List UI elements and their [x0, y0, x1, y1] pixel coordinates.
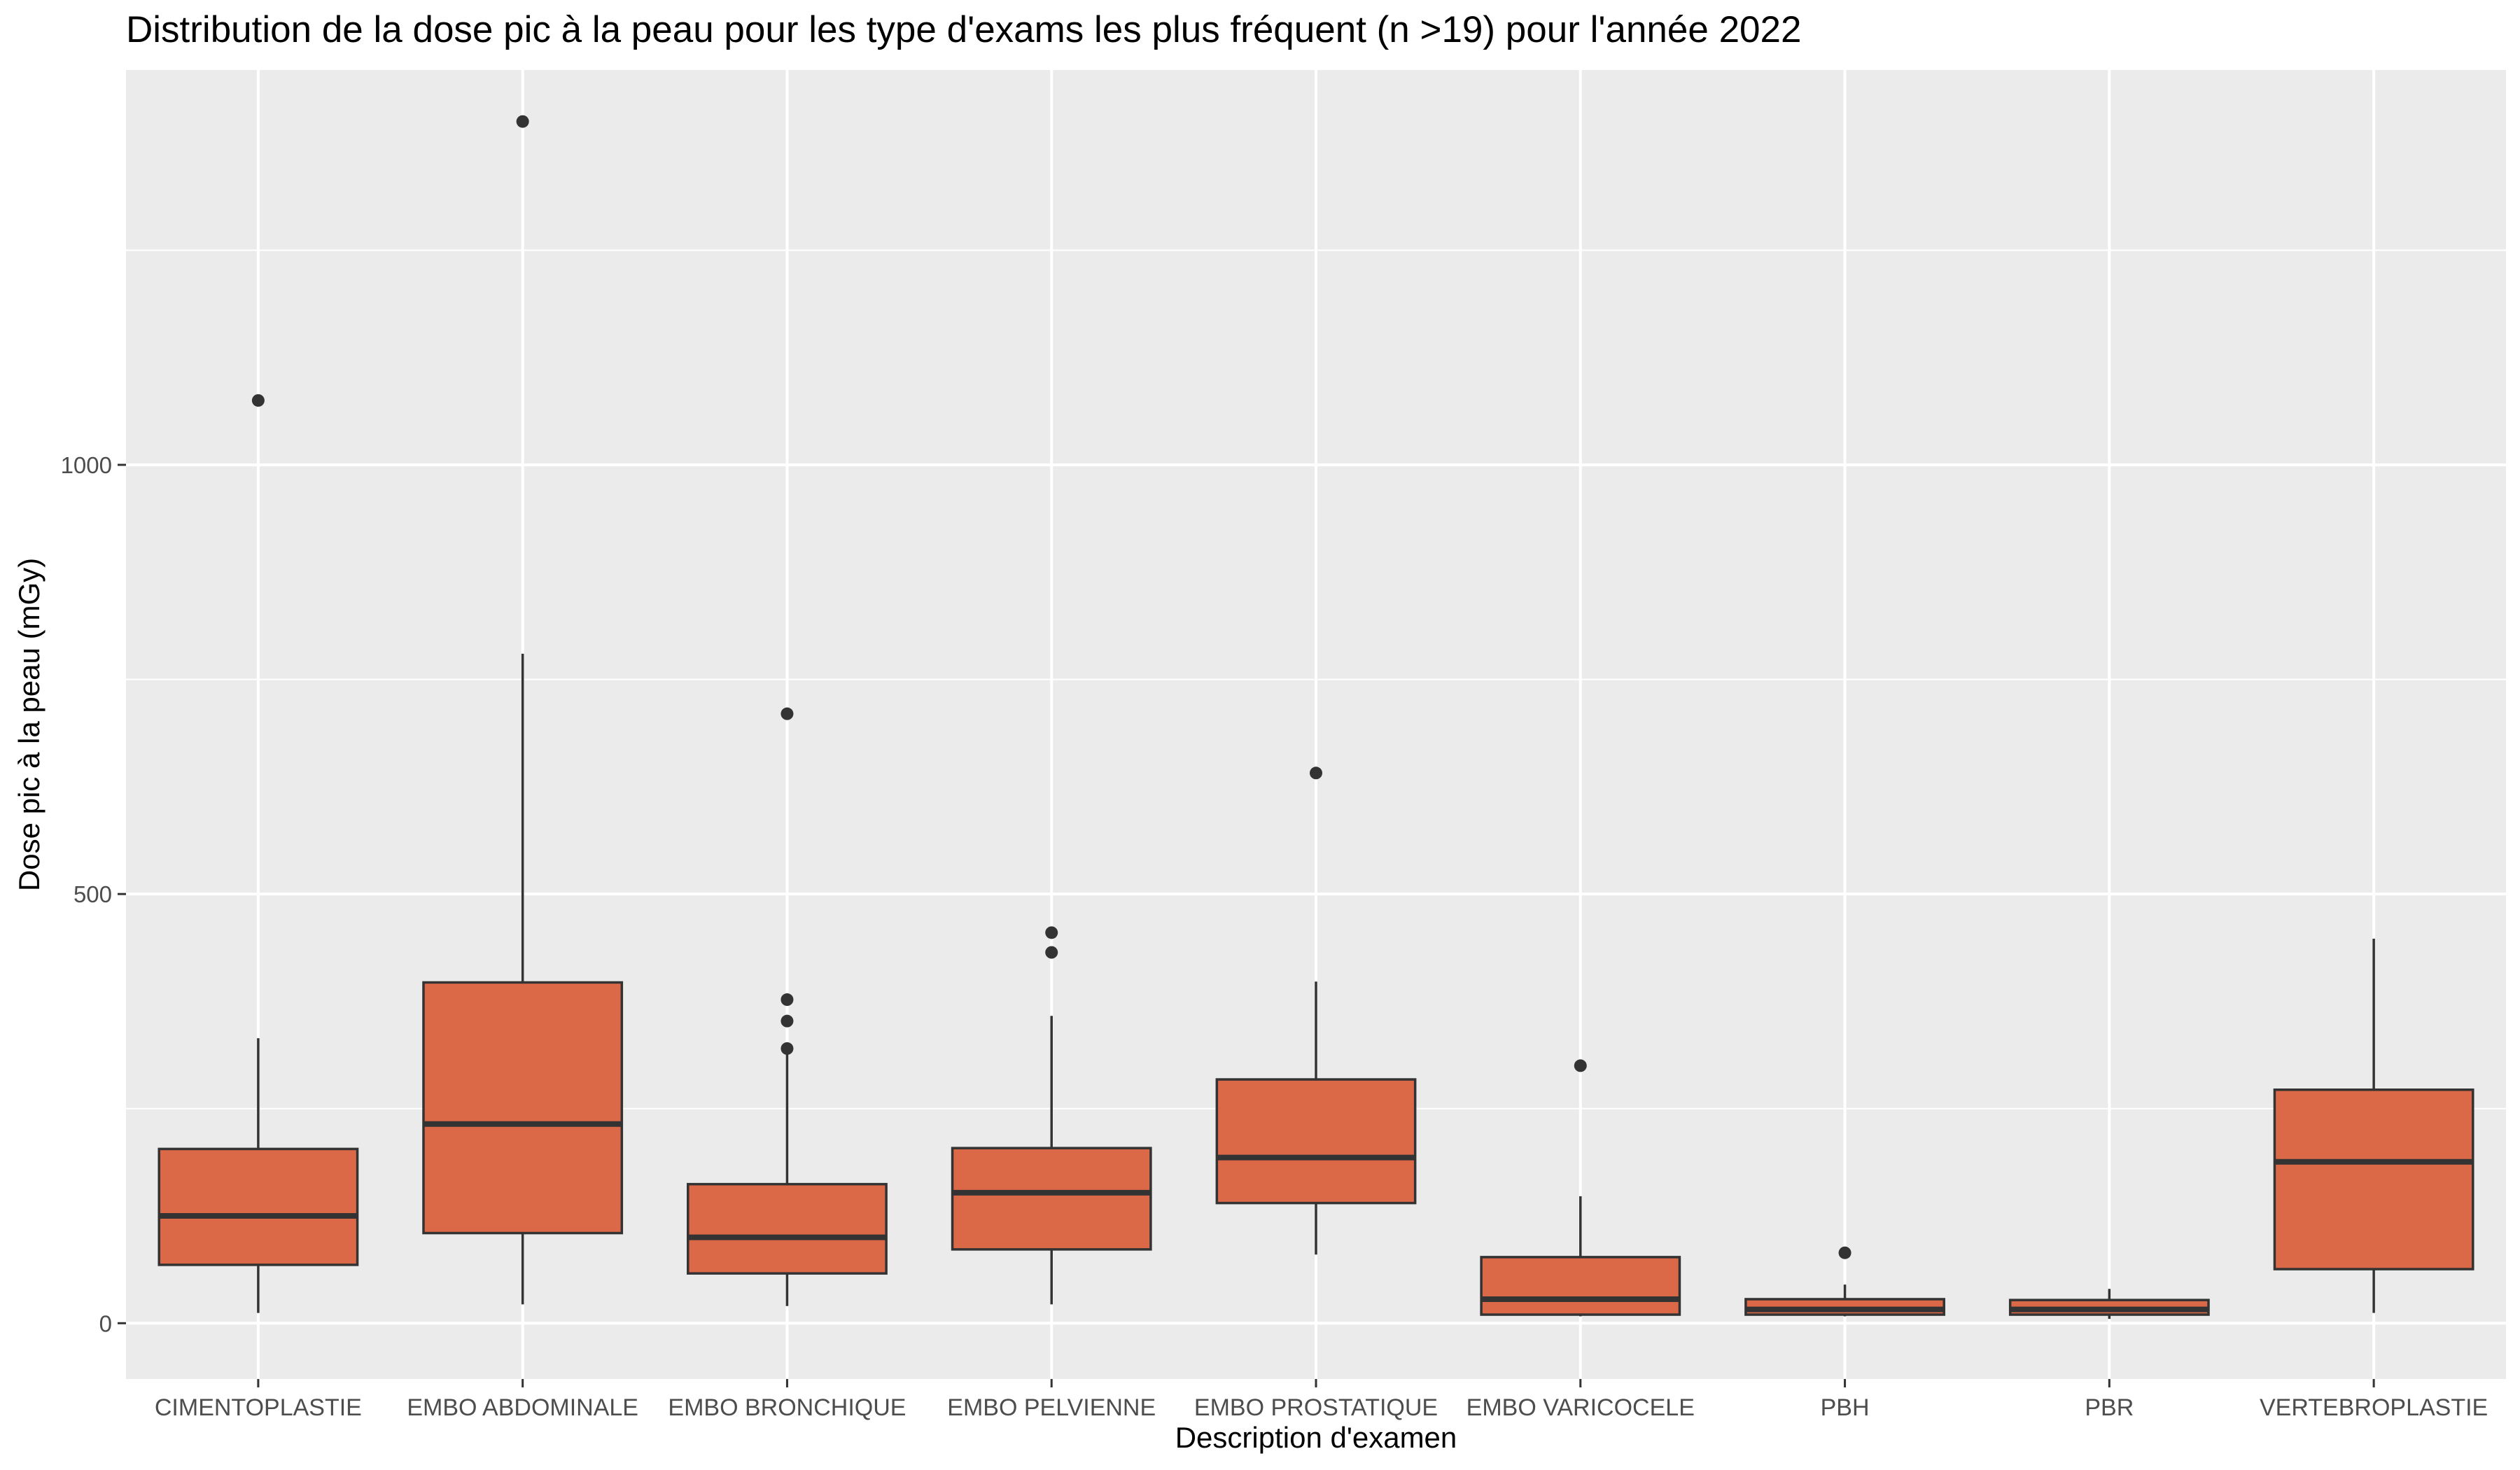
box-3: [687, 707, 888, 1306]
box-9: [2273, 938, 2474, 1313]
box-iqr: [422, 981, 624, 1235]
box-iqr: [1480, 1256, 1681, 1316]
outlier-point: [1574, 1059, 1587, 1072]
outlier-point: [251, 394, 265, 407]
x-tick-label: EMBO ABDOMINALE: [407, 1394, 638, 1421]
x-tick-label: EMBO BRONCHIQUE: [668, 1394, 906, 1421]
outlier-point: [780, 1014, 794, 1028]
box-iqr: [158, 1147, 359, 1266]
box-6: [1480, 1059, 1681, 1317]
box-1: [158, 394, 359, 1313]
y-tick-label: 1000: [61, 452, 112, 478]
x-tick-label: PBH: [1821, 1394, 1870, 1421]
outlier-point: [1045, 926, 1058, 939]
outlier-point: [1310, 766, 1322, 780]
box-iqr: [2273, 1088, 2474, 1270]
chart-title: Distribution de la dose pic à la peau po…: [126, 9, 1802, 50]
outlier-point: [516, 115, 529, 128]
x-tick-label: EMBO VARICOCELE: [1466, 1394, 1695, 1421]
box-iqr: [951, 1147, 1152, 1251]
box-8: [2008, 1289, 2210, 1320]
outlier-point: [780, 1042, 794, 1055]
outlier-point: [1838, 1246, 1851, 1259]
x-tick-label: VERTEBROPLASTIE: [2260, 1394, 2488, 1421]
x-tick-label: PBR: [2085, 1394, 2134, 1421]
box-2: [422, 115, 624, 1305]
box-iqr: [1215, 1078, 1417, 1205]
axis-layer: 0 500 1000 CIMENTOPLASTIE EMBO ABDOMINALE EMB…: [61, 452, 2488, 1421]
box-iqr: [687, 1182, 888, 1275]
x-tick-label: EMBO PROSTATIQUE: [1194, 1394, 1438, 1421]
box-5: [1215, 766, 1417, 1255]
outlier-point: [780, 707, 794, 720]
box-4: [951, 926, 1152, 1305]
outlier-point: [1045, 946, 1058, 959]
x-axis-title: Description d'examen: [1175, 1421, 1457, 1454]
box-7: [1744, 1246, 1945, 1317]
y-tick-label: 500: [74, 881, 112, 907]
y-axis-title: Dose pic à la peau (mGy): [13, 558, 46, 891]
x-tick-label: EMBO PELVIENNE: [947, 1394, 1156, 1421]
y-tick-label: 0: [99, 1310, 112, 1336]
outlier-point: [780, 993, 794, 1007]
x-tick-label: CIMENTOPLASTIE: [155, 1394, 362, 1421]
box-layer: [158, 115, 2474, 1320]
